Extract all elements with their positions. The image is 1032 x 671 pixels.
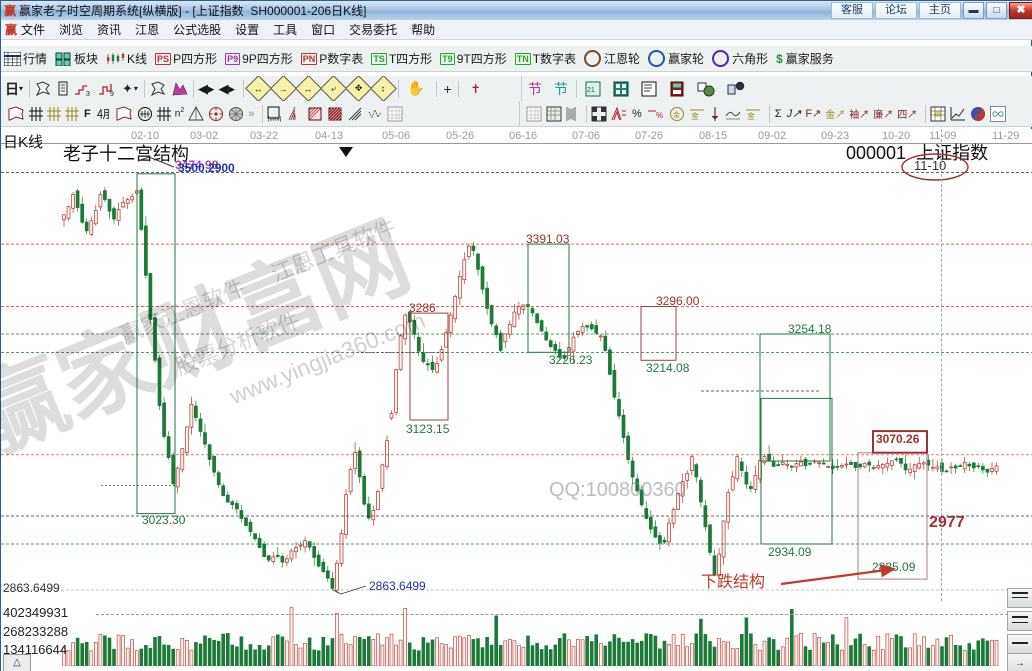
- svg-text:3: 3: [86, 91, 90, 97]
- svg-text:21: 21: [587, 87, 595, 94]
- svg-text:金: 金: [747, 111, 755, 121]
- svg-text:金: 金: [673, 110, 680, 119]
- svg-text:[###]: [###]: [268, 117, 282, 122]
- svg-text:9: 9: [110, 91, 114, 97]
- svg-text:%: %: [656, 111, 663, 120]
- svg-text:金: 金: [691, 111, 699, 121]
